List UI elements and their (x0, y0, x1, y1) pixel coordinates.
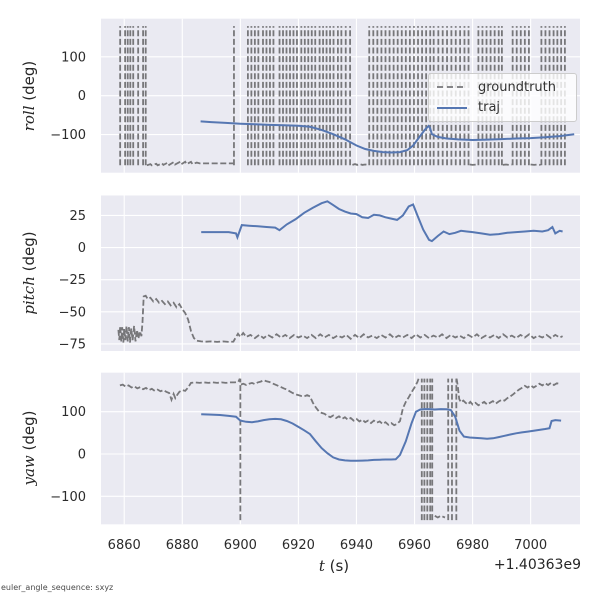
ylabel-yaw-var: yaw (20, 455, 38, 486)
pitch-ytick-label: −25 (59, 273, 86, 288)
ylabel-yaw-unit: (deg) (20, 410, 38, 451)
roll-ytick-label: −100 (50, 128, 86, 143)
xlabel-unit: (s) (329, 557, 350, 575)
legend-entry-groundtruth: groundtruth (437, 80, 568, 95)
roll-groundtruth-line (119, 26, 566, 167)
xtick-label: 6860 (108, 538, 141, 553)
legend-label-traj: traj (478, 100, 501, 116)
ylabel-pitch-var: pitch (20, 276, 38, 315)
xtick-label: 6980 (456, 538, 489, 553)
yaw-groundtruth-line (119, 378, 560, 521)
xtick-label: 6880 (166, 538, 199, 553)
xtick-label: 6920 (282, 538, 315, 553)
pitch-ytick-label: −75 (59, 337, 86, 352)
axes-yaw (101, 372, 580, 525)
roll-traj-line (200, 120, 575, 154)
footer-note: euler_angle_sequence: sxyz (1, 583, 114, 592)
xlabel-var: t (318, 557, 325, 575)
yaw-ytick-label: 100 (61, 405, 86, 420)
xlabel: t (s) (319, 557, 349, 575)
pitch-traj-line (201, 200, 563, 243)
xtick-label: 6940 (340, 538, 373, 553)
pitch-ytick-label: 25 (69, 209, 86, 224)
legend-entry-traj: traj (437, 100, 568, 115)
xtick-label: 6960 (398, 538, 431, 553)
legend: groundtruth traj (428, 73, 577, 122)
ylabel-yaw: yaw (deg) (20, 410, 38, 485)
pitch-ytick-label: 0 (78, 241, 86, 256)
ylabel-roll-var: roll (20, 105, 38, 132)
xtick-label: 7000 (514, 538, 547, 553)
roll-ytick-label: 100 (61, 50, 86, 65)
ylabel-pitch: pitch (deg) (20, 231, 38, 314)
xtick-label: 6900 (224, 538, 257, 553)
axis-offset-text: +1.40363e9 (493, 557, 581, 573)
pitch-ytick-label: −50 (59, 305, 86, 320)
pitch-groundtruth-line (117, 294, 563, 343)
legend-dashed-line-icon (437, 86, 467, 89)
roll-ytick-label: 0 (78, 89, 86, 104)
ylabel-roll-unit: (deg) (20, 60, 38, 101)
legend-solid-line-icon (437, 106, 467, 109)
ylabel-roll: roll (deg) (20, 61, 38, 132)
axes-pitch (101, 195, 580, 351)
yaw-traj-line (201, 408, 562, 462)
legend-label-groundtruth: groundtruth (478, 79, 557, 95)
ylabel-pitch-unit: (deg) (20, 231, 38, 272)
yaw-ytick-label: 0 (78, 448, 86, 463)
yaw-ytick-label: −100 (50, 490, 86, 505)
